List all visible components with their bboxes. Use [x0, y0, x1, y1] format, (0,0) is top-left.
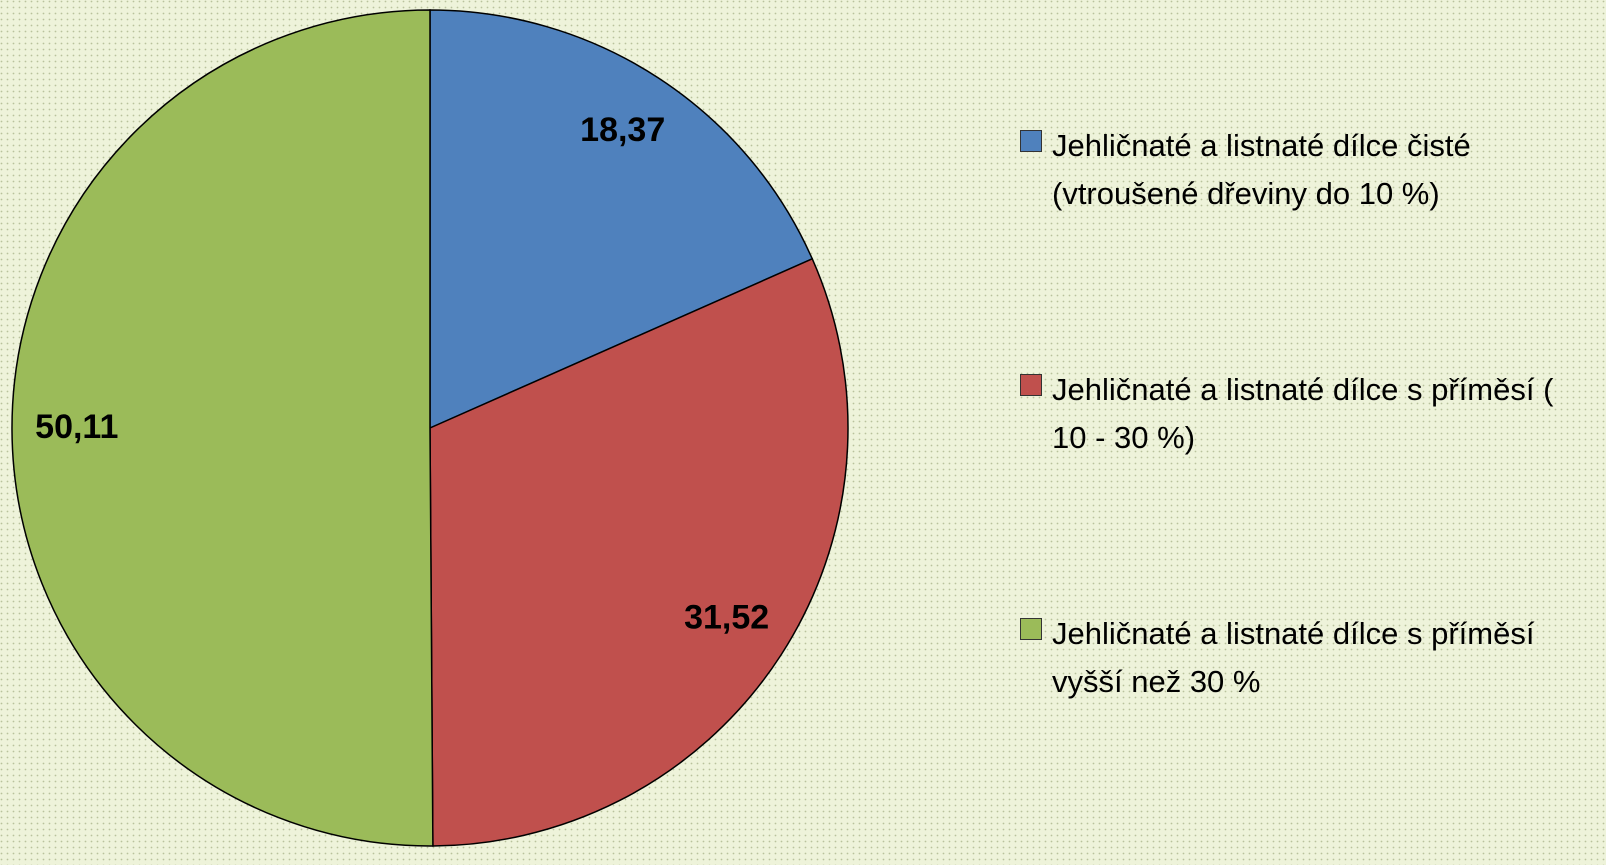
legend-entry: Jehličnaté a listnaté dílce s příměsí vy… [1020, 610, 1580, 706]
pie-slice [429, 9, 814, 430]
data-label: 31,52 [684, 599, 769, 637]
pie-slice [11, 9, 434, 847]
legend-label: Jehličnaté a listnaté dílce čisté (vtrou… [1052, 128, 1471, 211]
legend-swatch [1020, 618, 1042, 640]
legend-entry: Jehličnaté a listnaté dílce čisté (vtrou… [1020, 122, 1580, 218]
legend-swatch [1020, 374, 1042, 396]
legend-entry: Jehličnaté a listnaté dílce s příměsí ( … [1020, 366, 1580, 462]
legend-label: Jehličnaté a listnaté dílce s příměsí vy… [1052, 616, 1535, 699]
data-label: 18,37 [580, 111, 665, 149]
pie-slice [429, 257, 849, 847]
legend-label: Jehličnaté a listnaté dílce s příměsí ( … [1052, 372, 1554, 455]
data-label: 50,11 [35, 408, 118, 446]
legend-swatch [1020, 130, 1042, 152]
